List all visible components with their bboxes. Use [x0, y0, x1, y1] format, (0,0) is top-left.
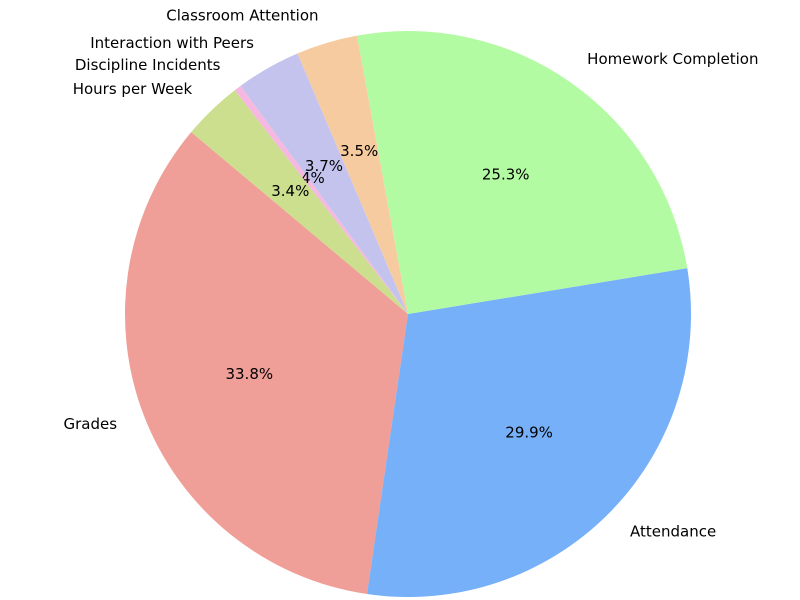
pie-slice [240, 53, 408, 314]
pie-slice [297, 35, 408, 315]
slice-label: Interaction with Peers [90, 34, 254, 52]
pie-slice [234, 85, 408, 314]
pie-slice [191, 90, 408, 314]
pie-slice [124, 132, 409, 595]
percent-label: 33.8% [225, 365, 273, 383]
percent-label: 29.9% [505, 424, 553, 442]
slice-label: Classroom Attention [166, 6, 318, 24]
percent-label: 3.5% [340, 142, 378, 160]
slice-label: Hours per Week [73, 80, 193, 98]
pie-slice [356, 31, 688, 314]
slice-label: Grades [64, 415, 118, 433]
percent-label: 3.7% [305, 157, 343, 175]
slice-label: Attendance [630, 523, 716, 541]
percent-label: 25.3% [482, 166, 530, 184]
slice-label: Discipline Incidents [75, 56, 221, 74]
pie-slice [367, 268, 691, 598]
slice-label: Homework Completion [587, 50, 758, 68]
percent-label: 3.4% [271, 182, 309, 200]
